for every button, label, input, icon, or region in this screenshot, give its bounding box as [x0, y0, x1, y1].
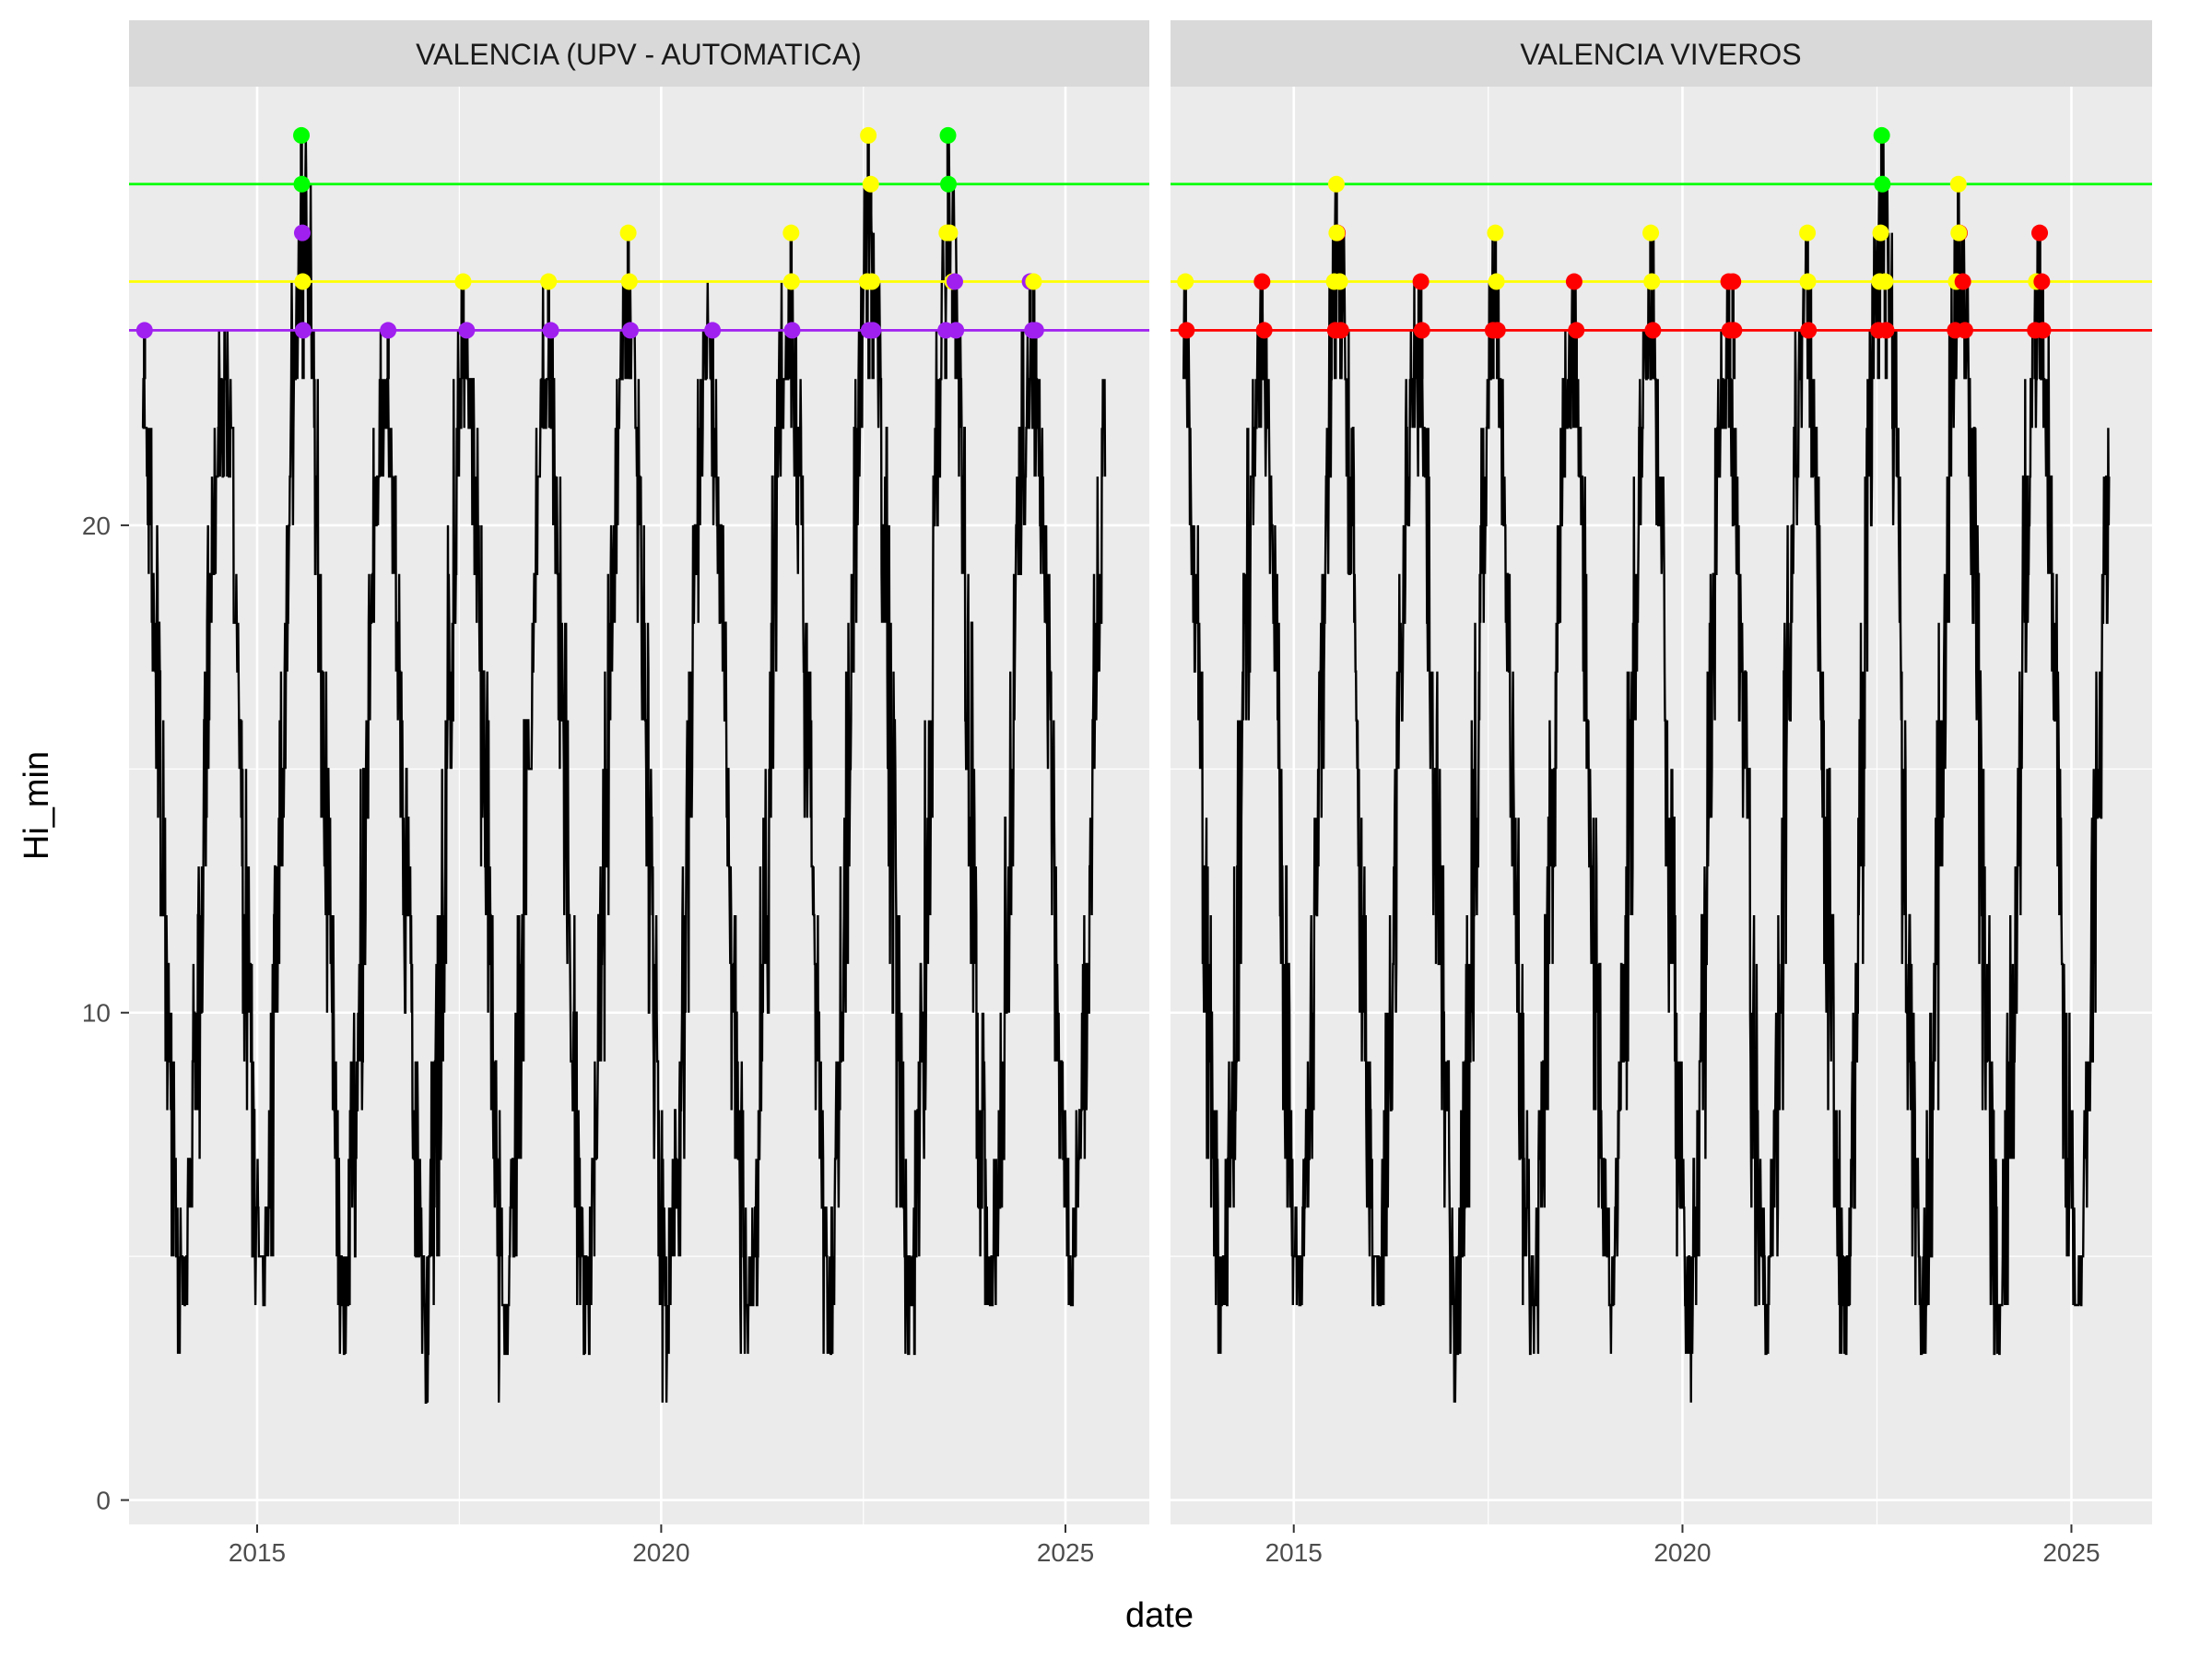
- event-point: [1950, 224, 1968, 241]
- event-point: [782, 224, 800, 241]
- event-point: [454, 273, 472, 290]
- event-point: [862, 175, 879, 193]
- event-point: [293, 126, 311, 144]
- event-point: [542, 322, 559, 339]
- x-tick-label: 2025: [1037, 1538, 1094, 1567]
- event-point: [865, 322, 882, 339]
- event-point: [783, 322, 801, 339]
- event-point: [1328, 224, 1346, 241]
- event-point: [1872, 224, 1889, 241]
- event-point: [1642, 224, 1660, 241]
- event-point: [540, 273, 558, 290]
- event-point: [782, 273, 800, 290]
- event-point: [1800, 322, 1818, 339]
- x-axis-right: 2015 2020 2025: [1265, 1524, 2100, 1567]
- y-tick-label: 0: [96, 1487, 111, 1515]
- event-point: [293, 175, 311, 193]
- event-point: [1725, 322, 1743, 339]
- facet-strip-label-left: VALENCIA (UPV - AUTOMATICA): [416, 38, 862, 71]
- y-axis-title: Hi_min: [18, 751, 56, 860]
- event-point: [2031, 224, 2049, 241]
- event-point: [294, 273, 312, 290]
- event-points-right: [1177, 126, 2052, 380]
- event-point: [1027, 322, 1044, 339]
- event-point: [1799, 273, 1817, 290]
- event-point: [1568, 322, 1585, 339]
- event-point: [1253, 273, 1271, 290]
- event-point: [1487, 224, 1504, 241]
- event-point: [939, 126, 957, 144]
- event-point: [135, 322, 153, 339]
- event-points-left: [135, 126, 1044, 380]
- event-point: [1327, 175, 1345, 193]
- facet-panel-right: VALENCIA VIVEROS 2015 2020 2025: [1171, 20, 2152, 1567]
- event-point: [1877, 273, 1894, 290]
- event-point: [1488, 322, 1506, 339]
- event-point: [1949, 175, 1967, 193]
- event-point: [1874, 175, 1891, 193]
- facet-strip-left: [129, 20, 1149, 87]
- event-point: [622, 322, 640, 339]
- event-point: [1873, 126, 1890, 144]
- y-tick-label: 10: [82, 999, 111, 1028]
- event-point: [1488, 273, 1505, 290]
- event-point: [947, 322, 965, 339]
- event-point: [946, 273, 963, 290]
- x-tick-label: 2020: [632, 1538, 689, 1567]
- event-point: [1565, 273, 1583, 290]
- event-point: [2033, 273, 2051, 290]
- event-point: [1025, 273, 1042, 290]
- event-point: [1644, 322, 1662, 339]
- x-tick-label: 2015: [1265, 1538, 1323, 1567]
- event-point: [1178, 322, 1195, 339]
- event-point: [1643, 273, 1661, 290]
- event-point: [2034, 322, 2052, 339]
- event-point: [704, 322, 722, 339]
- x-tick-label: 2015: [229, 1538, 286, 1567]
- event-point: [458, 322, 476, 339]
- event-point: [1177, 273, 1194, 290]
- x-tick-label: 2020: [1653, 1538, 1711, 1567]
- event-point: [863, 273, 880, 290]
- event-point: [1724, 273, 1742, 290]
- event-point: [860, 126, 877, 144]
- event-point: [1332, 322, 1349, 339]
- facet-strip-label-right: VALENCIA VIVEROS: [1520, 38, 1801, 71]
- event-point: [293, 224, 311, 241]
- event-point: [380, 322, 397, 339]
- event-point: [1412, 273, 1430, 290]
- event-point: [1331, 273, 1348, 290]
- facet-strip-right: [1171, 20, 2152, 87]
- event-point: [620, 273, 638, 290]
- event-point: [619, 224, 637, 241]
- facet-panel-left: VALENCIA (UPV - AUTOMATICA) 2015 2020 2025: [129, 20, 1149, 1567]
- x-tick-label: 2025: [2042, 1538, 2100, 1567]
- event-point: [1413, 322, 1430, 339]
- event-point: [1877, 322, 1895, 339]
- event-point: [294, 322, 312, 339]
- event-point: [1255, 322, 1273, 339]
- y-tick-label: 20: [82, 512, 111, 540]
- event-point: [1956, 322, 1973, 339]
- event-point: [1799, 224, 1817, 241]
- y-axis: 0 10 20: [82, 512, 129, 1515]
- event-point: [1954, 273, 1971, 290]
- event-point: [940, 175, 958, 193]
- x-axis-left: 2015 2020 2025: [229, 1524, 1094, 1567]
- event-point: [941, 224, 959, 241]
- x-axis-title: date: [1125, 1596, 1194, 1635]
